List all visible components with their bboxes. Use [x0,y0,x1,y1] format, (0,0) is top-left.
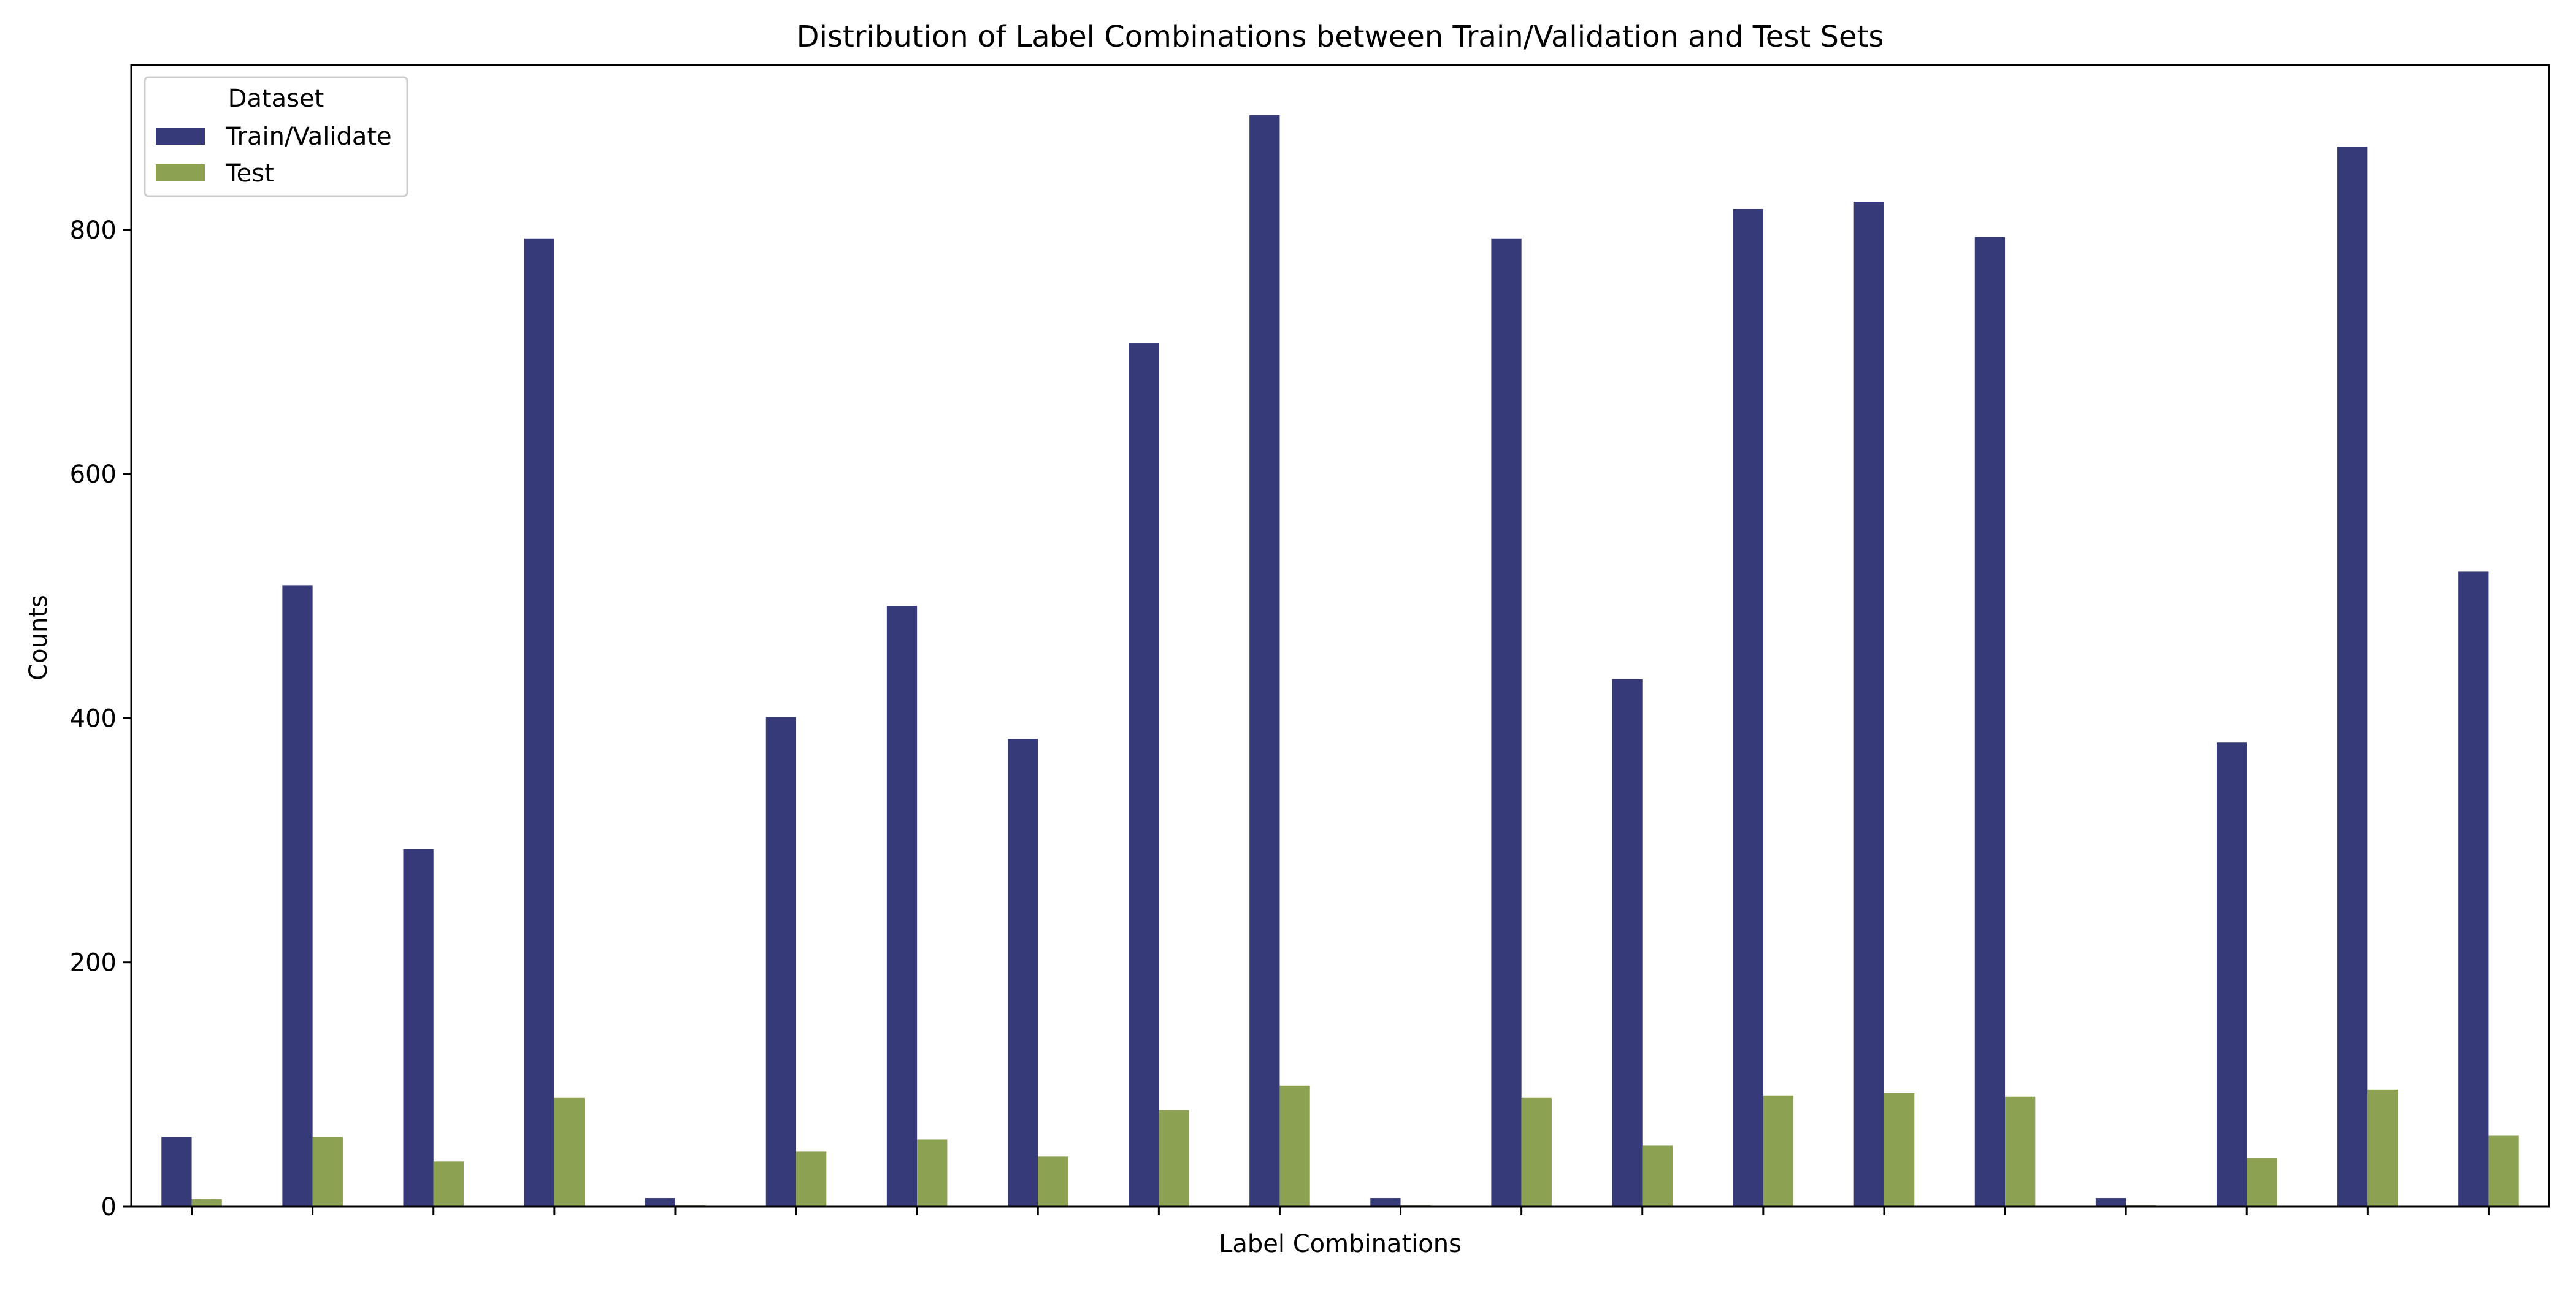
bar-test-18 [2247,1158,2277,1207]
bar-train-validate-13 [1612,679,1643,1207]
legend-swatch-test [156,164,205,181]
bar-test-9 [1159,1110,1189,1207]
bar-test-14 [1763,1095,1794,1207]
bar-train-validate-9 [1129,343,1159,1207]
y-axis-label: Counts [25,595,53,681]
bar-test-20 [2488,1135,2519,1207]
legend-items: Train/Validate Test [156,123,392,188]
bars-group [161,115,2519,1207]
y-tick-label: 400 [70,704,117,733]
legend-box [144,76,408,197]
legend-title: Dataset [228,85,324,113]
bar-train-validate-8 [1007,739,1038,1207]
bar-train-validate-4 [524,238,554,1207]
bar-test-6 [796,1151,827,1207]
bar-train-validate-3 [403,849,434,1207]
bar-test-12 [1521,1097,1552,1207]
y-tick-label: 600 [70,460,117,489]
bar-train-validate-20 [2458,571,2489,1207]
y-tick-label: 0 [101,1193,117,1221]
bar-train-validate-11 [1370,1198,1401,1207]
bar-train-validate-16 [1974,237,2006,1207]
bar-test-4 [554,1097,585,1207]
bar-test-13 [1642,1145,1673,1207]
bar-test-16 [2005,1096,2036,1207]
y-tick-label: 800 [70,216,117,245]
bar-train-validate-18 [2216,742,2247,1207]
bar-train-validate-12 [1491,238,1522,1207]
bar-train-validate-19 [2337,147,2368,1207]
bar-test-19 [2367,1089,2398,1207]
bar-train-validate-10 [1249,115,1280,1207]
legend-swatch-train-validate [156,128,205,145]
bar-train-validate-14 [1733,208,1763,1207]
legend-label-train-validate: Train/Validate [225,123,392,151]
chart-title: Distribution of Label Combinations betwe… [797,20,1884,54]
bar-train-validate-6 [765,717,797,1207]
bar-train-validate-5 [645,1198,675,1207]
bar-train-validate-7 [886,606,918,1207]
bar-train-validate-15 [1853,202,1884,1207]
bar-train-validate-1 [161,1137,192,1207]
legend-label-test: Test [225,159,274,188]
x-axis-label: Label Combinations [1219,1230,1462,1258]
y-axis-ticks: 0 200 400 600 800 [70,216,131,1221]
bar-test-2 [312,1137,343,1207]
plot-frame [130,64,2550,1208]
y-tick-label: 200 [70,949,117,977]
bar-test-10 [1279,1085,1310,1207]
bar-test-8 [1038,1156,1068,1207]
legend: Dataset Train/Validate Test [144,76,408,197]
bar-test-7 [917,1139,948,1207]
bar-train-validate-2 [282,585,313,1207]
bar-test-15 [1884,1093,1915,1207]
x-axis-ticks [191,1207,2490,1215]
bar-train-validate-17 [2095,1198,2126,1207]
bar-test-1 [191,1199,222,1207]
bar-test-3 [433,1161,464,1207]
